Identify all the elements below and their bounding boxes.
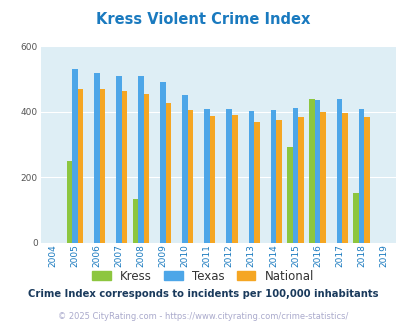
Bar [182,95,188,243]
Bar [248,111,254,243]
Bar [94,73,99,243]
Bar [160,82,165,243]
Bar [320,112,325,243]
Text: Crime Index corresponds to incidents per 100,000 inhabitants: Crime Index corresponds to incidents per… [28,289,377,299]
Bar [292,108,298,243]
Bar [358,109,364,243]
Bar [254,122,259,243]
Bar [77,89,83,243]
Bar [188,110,193,243]
Bar [286,147,292,243]
Bar [116,76,121,243]
Bar [99,89,105,243]
Bar [309,99,314,243]
Bar [132,199,138,243]
Bar [209,116,215,243]
Bar [122,91,127,243]
Bar [138,76,143,243]
Text: Kress Violent Crime Index: Kress Violent Crime Index [96,12,309,26]
Bar [364,117,369,243]
Bar [270,110,275,243]
Bar [165,103,171,243]
Bar [231,115,237,243]
Bar [298,117,303,243]
Bar [143,94,149,243]
Legend: Kress, Texas, National: Kress, Texas, National [87,265,318,287]
Bar [341,113,347,243]
Bar [204,109,209,243]
Bar [352,193,358,243]
Bar [226,109,231,243]
Bar [336,99,341,243]
Bar [275,120,281,243]
Bar [72,69,77,243]
Text: © 2025 CityRating.com - https://www.cityrating.com/crime-statistics/: © 2025 CityRating.com - https://www.city… [58,312,347,321]
Bar [314,100,320,243]
Bar [66,161,72,243]
